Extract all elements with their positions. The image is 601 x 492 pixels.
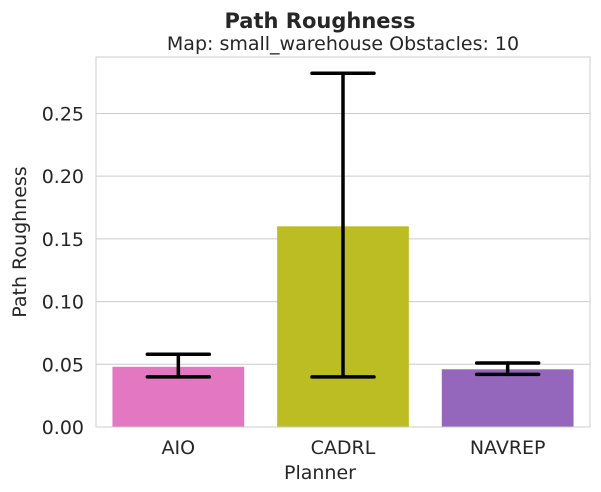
- bar-navrep: [441, 369, 574, 427]
- chart-title: Path Roughness: [224, 9, 415, 33]
- plot-frame: [95, 56, 591, 428]
- x-tick-label: NAVREP: [470, 437, 546, 459]
- y-tick-labels: 0.00 0.05 0.10 0.15 0.20 0.25: [42, 103, 84, 439]
- x-axis-label: Planner: [284, 462, 356, 484]
- error-bars: [145, 71, 541, 379]
- y-tick-label: 0.15: [42, 229, 84, 251]
- y-tick-label: 0.20: [42, 166, 84, 188]
- chart-subtitle: Map: small_warehouse Obstacles: 10: [167, 33, 519, 55]
- y-tick-label: 0.00: [42, 417, 84, 439]
- y-tick-label: 0.05: [42, 354, 84, 376]
- y-tick-label: 0.25: [42, 103, 84, 125]
- x-tick-labels: AIO CADRL NAVREP: [162, 437, 546, 459]
- x-tick-label: AIO: [162, 437, 196, 459]
- y-tick-label: 0.10: [42, 292, 84, 314]
- x-tick-label: CADRL: [311, 437, 376, 459]
- y-axis-label: Path Roughness: [9, 166, 31, 317]
